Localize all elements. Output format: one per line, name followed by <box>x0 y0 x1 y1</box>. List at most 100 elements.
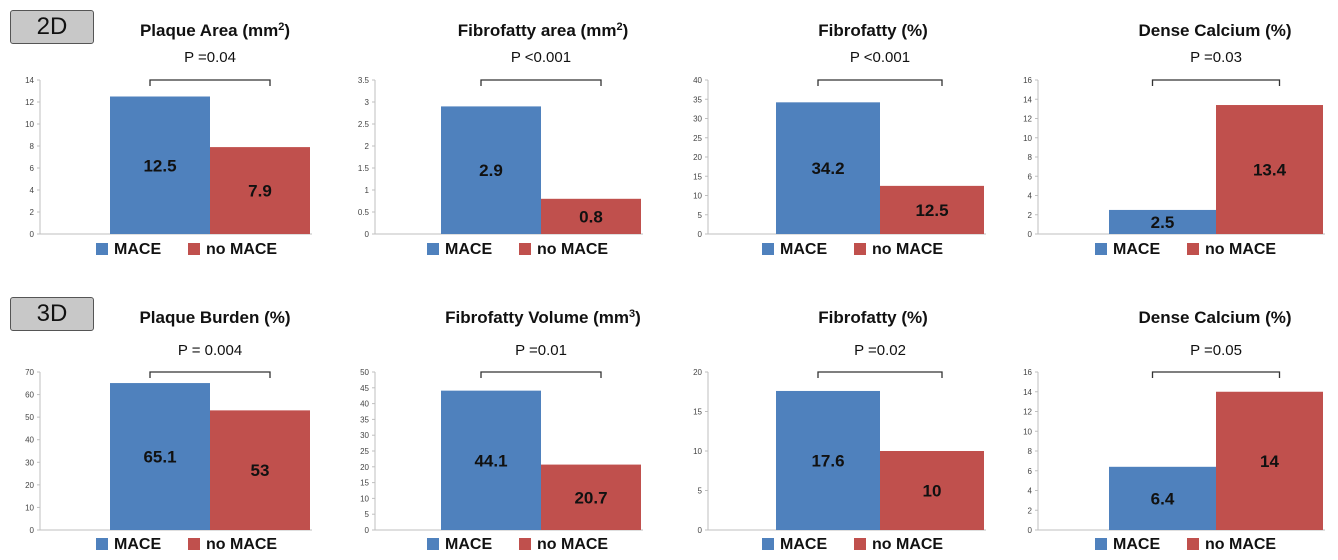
chart-title: Fibrofatty (%) <box>818 308 928 327</box>
bar-no-mace <box>1216 391 1323 530</box>
bar-value-label: 17.6 <box>811 451 844 470</box>
y-tick-label: 50 <box>25 413 34 422</box>
bar-mace <box>1109 209 1216 234</box>
y-tick-label: 10 <box>360 494 369 503</box>
chart-title-main: Dense Calcium (%) <box>1138 21 1291 40</box>
legend-swatch-mace <box>762 243 774 255</box>
y-tick-label: 5 <box>365 510 370 519</box>
y-tick-label: 2 <box>30 208 35 217</box>
y-tick-label: 4 <box>1028 487 1033 496</box>
chart-panel: 0 5 10 15 20 25 30 35 40 34.2 12.5 P <0.001 Fibrofat… <box>693 21 986 258</box>
legend-label-no-mace: no MACE <box>872 536 943 553</box>
y-tick-label: 30 <box>25 458 34 467</box>
y-tick-label: 2.5 <box>358 120 370 129</box>
bar-no-mace <box>880 451 984 530</box>
legend-swatch-mace <box>1095 538 1107 550</box>
chart-title-main: Plaque Area (mm <box>140 21 278 40</box>
significance-bracket <box>1151 79 1281 86</box>
y-tick-label: 10 <box>25 503 34 512</box>
bar-value-label: 2.9 <box>479 161 503 180</box>
y-tick-label: 10 <box>25 120 34 129</box>
bar-mace <box>776 390 880 530</box>
legend-label-mace: MACE <box>445 536 492 553</box>
chart-title-superscript: 3 <box>629 308 635 320</box>
row-label-2d: 2D <box>10 10 94 44</box>
y-tick-label: 3 <box>365 98 370 107</box>
chart-title-main: Fibrofatty (%) <box>818 21 928 40</box>
legend-swatch-no-mace <box>188 538 200 550</box>
chart-title-main: Dense Calcium (%) <box>1138 308 1291 327</box>
y-tick-label: 6 <box>30 164 35 173</box>
legend-label-no-mace: no MACE <box>1205 536 1276 553</box>
y-tick-label: 10 <box>1023 134 1032 143</box>
legend-swatch-mace <box>96 243 108 255</box>
legend-swatch-mace <box>96 538 108 550</box>
legend-label-mace: MACE <box>1113 536 1160 553</box>
chart-title-main: Plaque Burden (%) <box>139 308 290 327</box>
y-tick-label: 35 <box>360 415 369 424</box>
bar-value-label: 6.4 <box>1151 489 1175 508</box>
legend-label-no-mace: no MACE <box>537 536 608 553</box>
chart-title: Fibrofatty area (mm2) <box>458 21 629 40</box>
significance-bracket <box>817 79 943 86</box>
y-tick-label: 15 <box>360 479 369 488</box>
y-tick-label: 2 <box>1028 506 1033 515</box>
y-tick-label: 4 <box>30 186 35 195</box>
y-tick-label: 5 <box>698 487 703 496</box>
y-tick-label: 0 <box>1028 526 1033 535</box>
y-tick-label: 8 <box>30 142 35 151</box>
bar-mace <box>110 96 210 234</box>
chart-title: Plaque Burden (%) <box>139 308 290 327</box>
bar-value-label: 0.8 <box>579 207 603 226</box>
y-tick-label: 0.5 <box>358 208 370 217</box>
y-tick-label: 30 <box>360 431 369 440</box>
legend-label-no-mace: no MACE <box>206 241 277 258</box>
bar-value-label: 13.4 <box>1253 161 1287 180</box>
y-tick-label: 6 <box>1028 467 1033 476</box>
legend-label-mace: MACE <box>780 241 827 258</box>
y-tick-label: 8 <box>1028 447 1033 456</box>
y-tick-label: 16 <box>1023 76 1032 85</box>
y-tick-label: 10 <box>693 447 702 456</box>
chart-title: Dense Calcium (%) <box>1138 21 1291 40</box>
y-tick-label: 15 <box>693 408 702 417</box>
bar-no-mace <box>210 410 310 530</box>
legend-swatch-mace <box>1095 243 1107 255</box>
y-tick-label: 0 <box>1028 230 1033 239</box>
bar-no-mace <box>541 198 641 234</box>
bar-mace <box>441 106 541 234</box>
chart-panel: 0 10 20 30 40 50 60 70 65.1 53 P = 0.004 Plaque Bur… <box>25 308 312 553</box>
bar-value-label: 12.5 <box>143 156 176 175</box>
legend-swatch-mace <box>762 538 774 550</box>
chart-title-end: ) <box>623 21 629 40</box>
y-tick-label: 12 <box>25 98 34 107</box>
y-tick-label: 0 <box>698 230 703 239</box>
y-tick-label: 14 <box>1023 95 1032 104</box>
legend-swatch-no-mace <box>1187 538 1199 550</box>
y-tick-label: 10 <box>1023 427 1032 436</box>
chart-panel: 0 0.5 1 1.5 2 2.5 3 3.5 2.9 0.8 P <0.001 Fibrofatty… <box>358 21 643 258</box>
chart-title-end: ) <box>635 308 641 327</box>
legend-label-mace: MACE <box>1113 241 1160 258</box>
legend-swatch-no-mace <box>519 243 531 255</box>
legend-swatch-mace <box>427 538 439 550</box>
p-value-label: P =0.01 <box>515 342 567 359</box>
chart-title-superscript: 2 <box>616 21 622 33</box>
legend-label-no-mace: no MACE <box>537 241 608 258</box>
significance-bracket <box>1151 371 1281 378</box>
y-tick-label: 14 <box>25 76 34 85</box>
chart-title-end: ) <box>284 21 290 40</box>
chart-panel: 0 5 10 15 20 17.6 10 P =0.02 Fibrofatty (%) MACE n… <box>693 308 986 553</box>
p-value-label: P =0.03 <box>1190 49 1242 66</box>
y-tick-label: 12 <box>1023 408 1032 417</box>
chart-panel: 0 5 10 15 20 25 30 35 40 45 50 44.1 20.7 P =0.01 Fibro… <box>360 308 643 553</box>
row-label-3d: 3D <box>10 297 94 331</box>
chart-title-main: Fibrofatty Volume (mm <box>445 308 629 327</box>
chart-title-main: Fibrofatty area (mm <box>458 21 617 40</box>
bar-no-mace <box>1216 105 1323 235</box>
y-tick-label: 16 <box>1023 368 1032 377</box>
y-tick-label: 2 <box>1028 211 1033 220</box>
p-value-label: P = 0.004 <box>178 342 242 359</box>
bar-value-label: 10 <box>923 482 942 501</box>
